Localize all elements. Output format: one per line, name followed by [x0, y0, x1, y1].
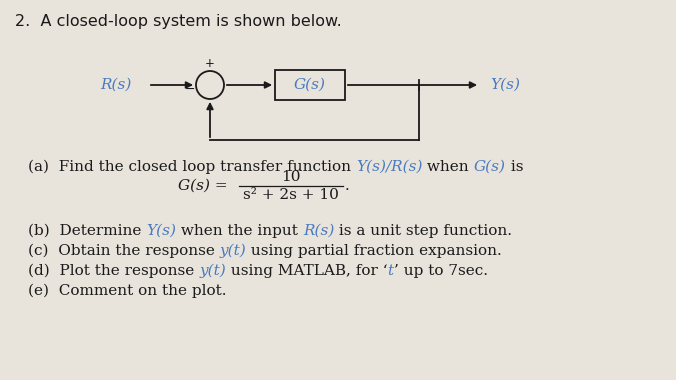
Text: R(s): R(s) [303, 224, 335, 238]
Text: G(s): G(s) [474, 160, 506, 174]
Text: (a)  Find the closed loop transfer function: (a) Find the closed loop transfer functi… [28, 160, 356, 174]
Text: +: + [205, 57, 215, 70]
Text: Y(s): Y(s) [146, 224, 176, 238]
Text: (c)  Obtain the response: (c) Obtain the response [28, 244, 220, 258]
Text: G(s): G(s) [294, 78, 326, 92]
Text: (b)  Determine: (b) Determine [28, 224, 146, 238]
Text: 10: 10 [281, 170, 300, 184]
Text: (d)  Plot the response: (d) Plot the response [28, 264, 199, 279]
Text: when the input: when the input [176, 224, 303, 238]
Text: G(s) =: G(s) = [178, 179, 233, 193]
Text: ’ up to 7sec.: ’ up to 7sec. [393, 264, 487, 278]
Text: t: t [387, 264, 393, 278]
Text: Y(s)/R(s): Y(s)/R(s) [356, 160, 422, 174]
Text: is a unit step function.: is a unit step function. [335, 224, 512, 238]
Text: using partial fraction expansion.: using partial fraction expansion. [247, 244, 502, 258]
Text: using MATLAB, for ‘: using MATLAB, for ‘ [226, 264, 387, 278]
Text: y(t): y(t) [199, 264, 226, 279]
Text: y(t): y(t) [220, 244, 247, 258]
Text: s² + 2s + 10: s² + 2s + 10 [243, 188, 339, 202]
Text: 2.  A closed-loop system is shown below.: 2. A closed-loop system is shown below. [15, 14, 342, 29]
Text: Y(s): Y(s) [490, 78, 520, 92]
Bar [275, 70, 345, 100]
Text: R(s): R(s) [100, 78, 131, 92]
Text: (e)  Comment on the plot.: (e) Comment on the plot. [28, 284, 226, 298]
Text: −: − [185, 82, 195, 95]
Text: is: is [506, 160, 523, 174]
Text: when: when [422, 160, 474, 174]
Text: .: . [345, 179, 349, 193]
